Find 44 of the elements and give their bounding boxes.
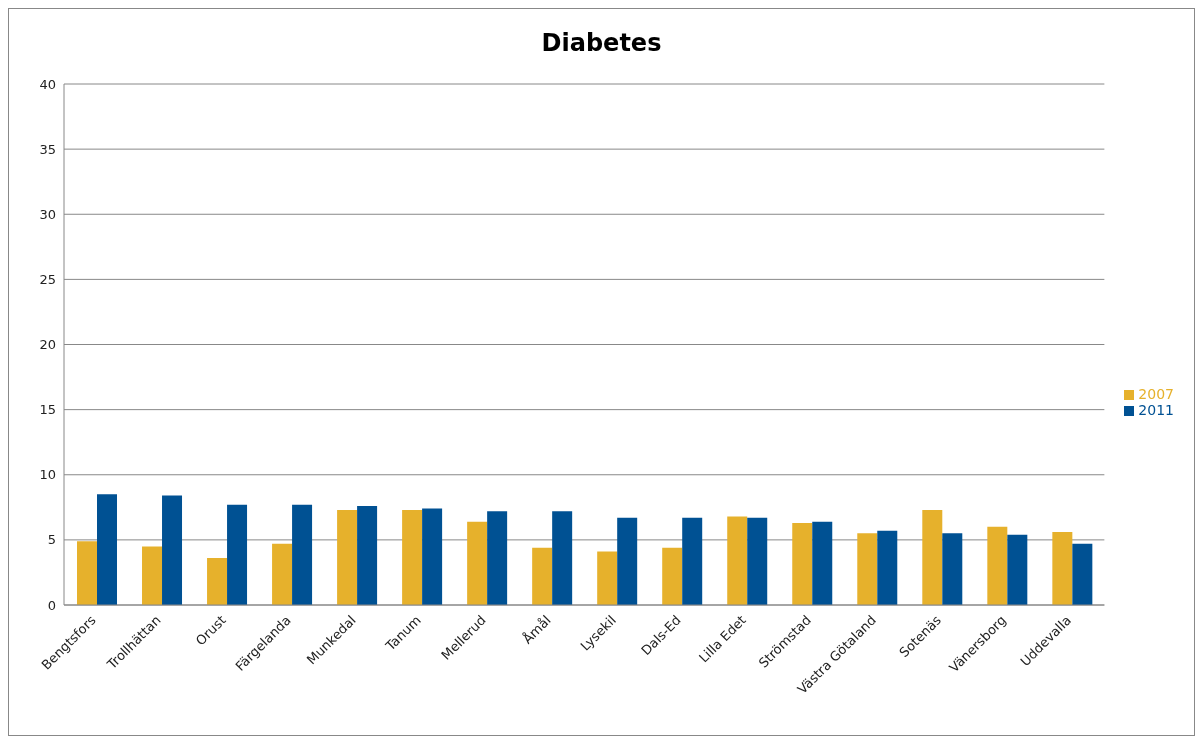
bar: [942, 533, 963, 605]
y-tick-label: 25: [39, 271, 56, 287]
bar: [597, 551, 618, 605]
bar: [812, 521, 833, 605]
bar: [747, 517, 768, 605]
bar: [857, 533, 878, 605]
bar: [467, 521, 488, 605]
bar: [727, 516, 748, 605]
bar: [877, 530, 898, 605]
legend-label: 2011: [1138, 402, 1174, 418]
bar: [792, 522, 813, 605]
y-tick-label: 30: [39, 206, 56, 222]
legend-label: 2007: [1138, 386, 1174, 402]
y-tick-label: 15: [39, 402, 56, 418]
y-tick-label: 35: [39, 141, 56, 157]
bar: [227, 504, 248, 605]
y-tick-label: 5: [47, 532, 56, 548]
bar: [207, 558, 228, 605]
bar: [97, 494, 117, 605]
bar: [142, 546, 163, 605]
bar: [1052, 532, 1073, 605]
chart-title: Diabetes: [540, 28, 663, 59]
bar: [77, 541, 97, 605]
bar: [402, 509, 423, 605]
bar: [162, 495, 183, 605]
bar: [1007, 534, 1028, 605]
bar: [337, 509, 358, 605]
bar: [922, 509, 943, 605]
bar: [292, 504, 313, 605]
bar: [662, 547, 683, 605]
y-tick-label: 0: [47, 597, 56, 613]
bar: [532, 547, 553, 605]
y-tick-label: 20: [39, 337, 56, 353]
bar: [987, 526, 1008, 605]
bar: [1072, 543, 1093, 605]
y-tick-label: 10: [39, 467, 56, 483]
bar: [552, 511, 573, 605]
bar: [617, 517, 638, 605]
bar: [682, 517, 703, 605]
y-tick-label: 40: [39, 76, 56, 92]
bar: [422, 508, 443, 605]
bar: [487, 511, 508, 605]
bar: [357, 506, 378, 605]
bar: [272, 543, 293, 605]
